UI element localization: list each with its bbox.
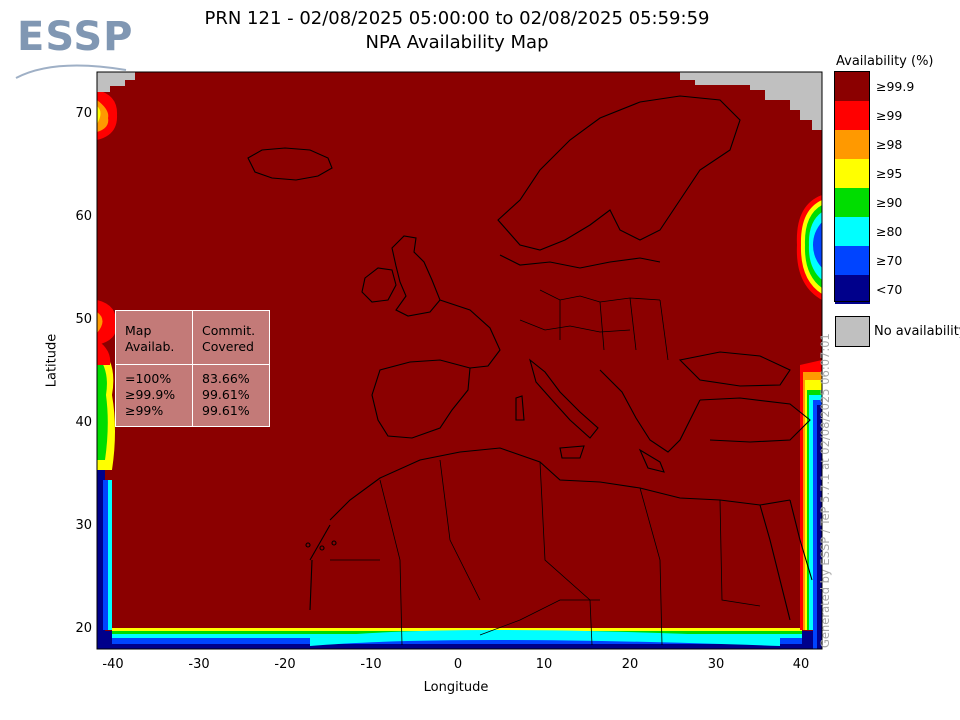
table-divider	[116, 364, 269, 365]
x-tick-label: 40	[792, 657, 810, 672]
x-tick-label: 10	[535, 657, 553, 672]
legend-label: ≥99	[876, 108, 903, 123]
legend-label: <70	[876, 282, 903, 297]
threshold-label: =100%	[125, 371, 172, 386]
band-left-mid-orange	[97, 312, 103, 333]
legend-swatch	[835, 159, 870, 188]
y-tick-label: 20	[75, 621, 92, 636]
band-bottom-yellow	[112, 628, 802, 631]
legend-swatch	[835, 188, 870, 217]
col1-header-line: Availab.	[125, 339, 175, 354]
essp-logo: ESSP	[14, 14, 134, 79]
col2-header: Commit. Covered	[202, 323, 255, 355]
y-axis-label: Latitude	[44, 333, 60, 388]
y-tick-label: 50	[75, 312, 92, 327]
threshold-label: ≥99.9%	[125, 387, 176, 402]
band-left-cyan	[108, 480, 112, 630]
legend-label: ≥90	[876, 195, 903, 210]
legend-swatch	[835, 72, 870, 101]
coverage-value: 99.61%	[202, 403, 250, 418]
legend-label: ≥95	[876, 166, 903, 181]
band-left-upper-red	[97, 340, 111, 365]
logo-text: ESSP	[17, 14, 134, 60]
col2-header-line: Commit.	[202, 323, 256, 338]
x-tick-label: -10	[360, 657, 382, 672]
coastlines	[247, 95, 813, 621]
x-axis-label: Longitude	[423, 680, 489, 695]
table-divider	[192, 311, 193, 426]
no-availability-top-left	[97, 72, 135, 92]
y-tick-label: 40	[75, 415, 92, 430]
map-title: PRN 121 - 02/08/2025 05:00:00 to 02/08/2…	[204, 8, 710, 29]
map-subtitle: NPA Availability Map	[365, 32, 549, 53]
y-tick-label: 70	[75, 106, 92, 121]
col2-header-line: Covered	[202, 339, 254, 354]
y-tick-label: 30	[75, 518, 92, 533]
legend-label: ≥99.9	[876, 79, 915, 94]
legend-label: ≥70	[876, 253, 903, 268]
no-availability-label: No availability	[874, 324, 960, 339]
band-left-blue	[103, 480, 109, 630]
band-left-top-orange	[97, 100, 109, 132]
coverage-value: 99.61%	[202, 387, 250, 402]
x-tick-label: 20	[621, 657, 639, 672]
x-tick-label: 0	[453, 657, 463, 672]
band-bottom-cyan-bulge	[310, 630, 780, 646]
legend-swatch	[835, 130, 870, 159]
threshold-label: ≥99%	[125, 403, 164, 418]
coverage-value: 83.66%	[202, 371, 250, 386]
legend-swatch	[835, 101, 870, 130]
x-tick-label: -40	[102, 657, 124, 672]
band-left-upper-green	[97, 355, 108, 460]
map-frame	[96, 71, 823, 650]
band-left-mid	[97, 300, 117, 345]
logo-swoosh-icon	[15, 64, 127, 79]
generated-by-credit: Generated by ESSP / TeP 5.7.1 at 02/08/2…	[818, 333, 832, 648]
col1-header: Map Availab.	[125, 323, 174, 355]
availability-thresholds: =100% ≥99.9% ≥99%	[125, 371, 175, 419]
x-tick-label: -30	[188, 657, 210, 672]
band-right-top-blue	[813, 222, 822, 268]
coverage-values: 83.66% 99.61% 99.61%	[202, 371, 250, 419]
no-availability-swatch	[835, 316, 870, 347]
no-availability-top-right	[680, 72, 822, 130]
x-tick-label: -20	[274, 657, 296, 672]
country-borders	[330, 289, 761, 646]
col1-header-line: Map	[125, 323, 152, 338]
legend-swatch	[835, 246, 870, 275]
legend-swatch	[835, 275, 870, 304]
band-left-darkblue	[97, 470, 105, 649]
availability-stats-table: Map Availab. Commit. Covered =100% ≥99.9…	[115, 310, 270, 427]
y-tick-label: 60	[75, 209, 92, 224]
x-tick-label: 30	[707, 657, 725, 672]
legend-swatch	[835, 217, 870, 246]
band-left-top-yellow	[97, 106, 101, 124]
legend-label: ≥80	[876, 224, 903, 239]
legend-label: ≥98	[876, 137, 903, 152]
legend-title: Availability (%)	[836, 54, 934, 69]
band-right-low-darkblue	[817, 405, 822, 649]
